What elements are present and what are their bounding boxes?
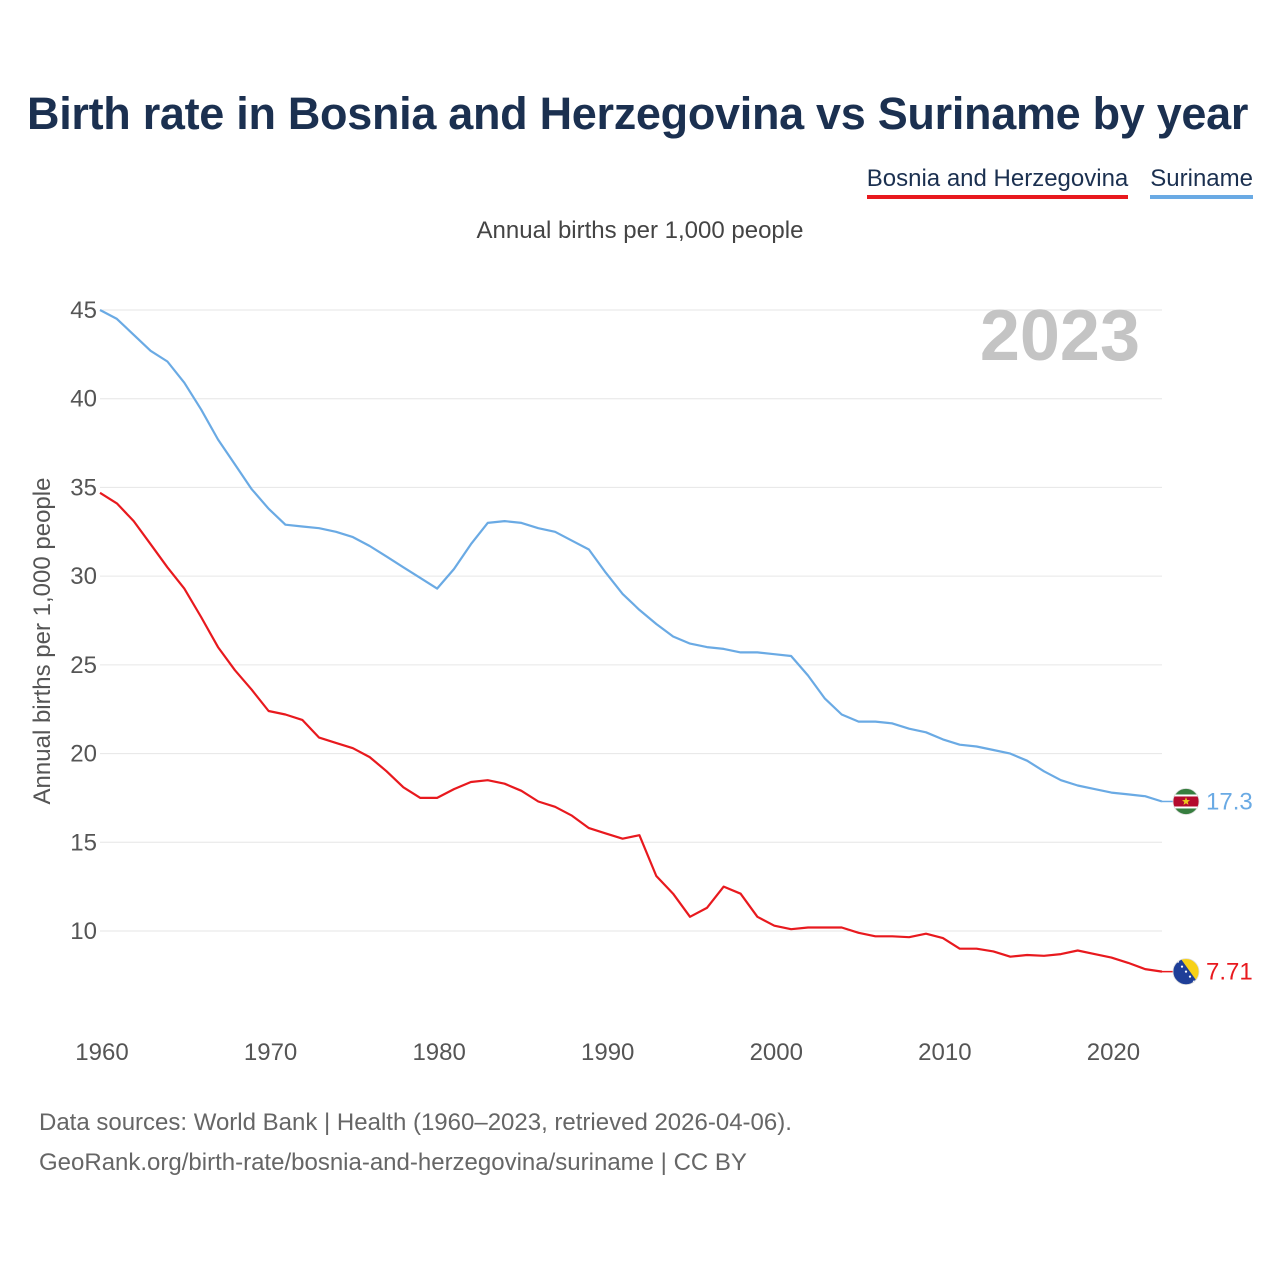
legend-item-bosnia[interactable]: Bosnia and Herzegovina xyxy=(866,165,1129,199)
x-tick-label: 2000 xyxy=(750,1039,803,1066)
y-axis-ticks: 10 15 20 25 30 35 40 45 xyxy=(70,297,97,945)
end-value-label: 17.3 xyxy=(1206,788,1253,815)
legend: Bosnia and Herzegovina Suriname xyxy=(866,165,1253,199)
x-tick-label: 1970 xyxy=(244,1039,297,1066)
y-tick-label: 40 xyxy=(70,386,97,413)
x-tick-label: 1990 xyxy=(581,1039,634,1066)
y-tick-label: 15 xyxy=(70,829,97,856)
suriname-flag-icon xyxy=(1172,788,1200,815)
y-tick-label: 45 xyxy=(70,297,97,324)
bosnia-flag-icon xyxy=(1172,958,1200,986)
end-markers: 7.71 17.3 xyxy=(1162,788,1253,986)
x-tick-label: 2010 xyxy=(918,1039,971,1066)
x-tick-label: 2020 xyxy=(1087,1039,1140,1066)
x-tick-label: 1960 xyxy=(75,1039,128,1066)
gridlines xyxy=(100,309,1162,932)
end-value-label: 7.71 xyxy=(1206,959,1253,986)
y-tick-label: 25 xyxy=(70,652,97,679)
series-line-bosnia[interactable] xyxy=(99,491,1163,973)
chart-subtitle: Annual births per 1,000 people xyxy=(476,217,804,244)
y-axis-label: Annual births per 1,000 people xyxy=(29,478,56,805)
y-tick-label: 20 xyxy=(70,741,97,768)
chart-title: Birth rate in Bosnia and Herzegovina vs … xyxy=(27,88,1249,139)
series-lines xyxy=(99,309,1163,973)
y-tick-label: 30 xyxy=(70,563,97,590)
footer-url[interactable]: GeoRank.org/birth-rate/bosnia-and-herzeg… xyxy=(39,1149,747,1176)
y-tick-label: 10 xyxy=(70,918,97,945)
legend-item-suriname[interactable]: Suriname xyxy=(1150,165,1253,199)
y-tick-label: 35 xyxy=(70,474,97,501)
series-line-suriname[interactable] xyxy=(99,309,1163,803)
x-tick-label: 1980 xyxy=(412,1039,465,1066)
footer: Data sources: World Bank | Health (1960–… xyxy=(39,1103,792,1183)
x-axis-ticks: 1960 1970 1980 1990 2000 2010 2020 xyxy=(75,1039,1140,1066)
year-label: 2023 xyxy=(980,296,1140,376)
footer-sources: Data sources: World Bank | Health (1960–… xyxy=(39,1109,792,1136)
